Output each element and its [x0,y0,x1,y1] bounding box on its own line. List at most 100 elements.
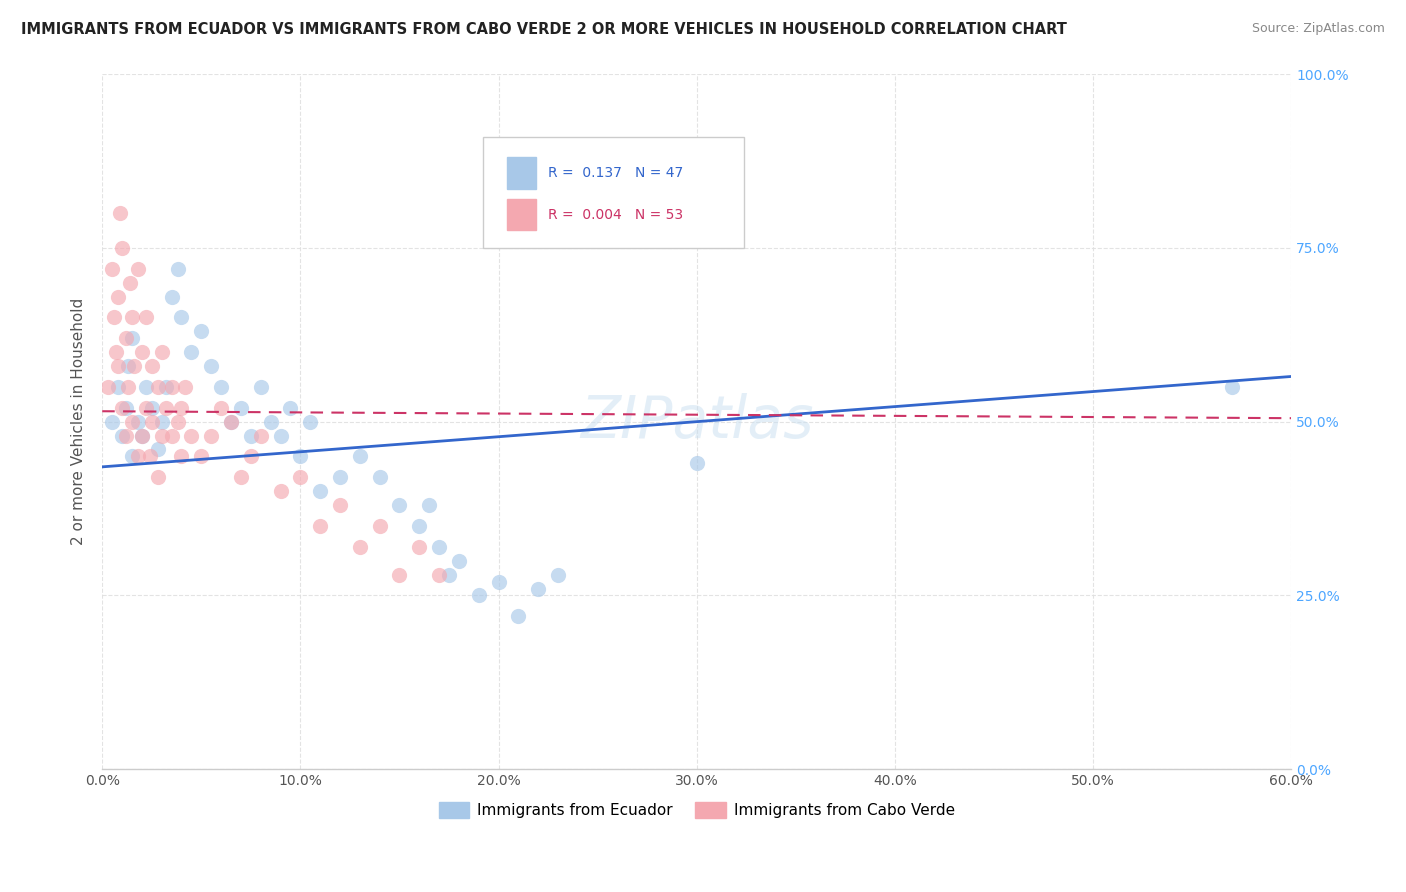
Point [117,359,139,373]
Point [200,428,222,442]
Point [160,428,183,442]
Text: IMMIGRANTS FROM ECUADOR VS IMMIGRANTS FROM CABO VERDE 2 OR MORE VEHICLES IN HOUS: IMMIGRANTS FROM ECUADOR VS IMMIGRANTS FR… [21,22,1067,37]
Point [108,206,131,220]
Point [170,401,193,415]
FancyBboxPatch shape [482,136,744,248]
Point [368,519,391,533]
Point [309,484,332,499]
Point [141,401,163,415]
Point [388,567,411,582]
Point [115,401,138,415]
Point [437,567,460,582]
Text: ZIPatlas: ZIPatlas [581,393,814,450]
Point [170,310,193,325]
Text: R =  0.004   N = 53: R = 0.004 N = 53 [548,208,683,222]
Point [160,289,183,303]
Point [103,310,125,325]
Point [135,380,157,394]
Point [249,428,271,442]
Point [131,428,153,442]
Point [131,428,153,442]
Point [229,401,252,415]
Point [121,415,143,429]
Point [209,380,232,394]
Point [508,609,530,624]
Point [131,345,153,359]
Point [427,540,450,554]
Point [488,574,510,589]
Point [115,428,138,442]
Point [280,401,302,415]
Point [329,470,352,484]
Point [107,359,129,373]
Point [121,331,143,345]
Point [150,415,173,429]
Point [427,567,450,582]
Point [1220,380,1243,394]
FancyBboxPatch shape [506,199,536,230]
Point [388,498,411,512]
Point [219,415,242,429]
Point [190,324,212,338]
Point [209,401,232,415]
Point [141,359,163,373]
Point [299,415,322,429]
Point [97,380,120,394]
Point [155,380,177,394]
Point [111,401,134,415]
Point [117,380,139,394]
Point [170,450,193,464]
Point [166,415,188,429]
Point [174,380,197,394]
Point [547,567,569,582]
Point [239,428,262,442]
Y-axis label: 2 or more Vehicles in Household: 2 or more Vehicles in Household [72,298,86,545]
Point [290,470,312,484]
Point [349,540,371,554]
Point [127,261,149,276]
Point [290,450,312,464]
Text: R =  0.137   N = 47: R = 0.137 N = 47 [548,167,683,180]
Point [155,401,177,415]
Point [527,582,550,596]
Point [239,450,262,464]
Point [249,380,271,394]
Point [141,415,163,429]
Point [105,345,128,359]
Point [107,380,129,394]
Point [180,428,202,442]
Point [200,359,222,373]
Legend: Immigrants from Ecuador, Immigrants from Cabo Verde: Immigrants from Ecuador, Immigrants from… [433,796,960,824]
Point [111,241,134,255]
Point [190,450,212,464]
Point [111,428,134,442]
Point [166,261,188,276]
Point [146,470,169,484]
Point [121,310,143,325]
Text: Source: ZipAtlas.com: Source: ZipAtlas.com [1251,22,1385,36]
Point [329,498,352,512]
Point [101,261,124,276]
Point [101,415,124,429]
Point [107,289,129,303]
Point [146,442,169,457]
Point [408,519,430,533]
Point [121,450,143,464]
Point [150,345,173,359]
Point [418,498,440,512]
Point [180,345,202,359]
Point [122,359,145,373]
Point [127,415,149,429]
Point [686,456,709,470]
Point [447,554,470,568]
Point [139,450,162,464]
Point [229,470,252,484]
Point [260,415,283,429]
Point [115,331,138,345]
FancyBboxPatch shape [506,158,536,189]
Point [127,450,149,464]
Point [349,450,371,464]
Point [468,589,491,603]
Point [270,484,292,499]
Point [309,519,332,533]
